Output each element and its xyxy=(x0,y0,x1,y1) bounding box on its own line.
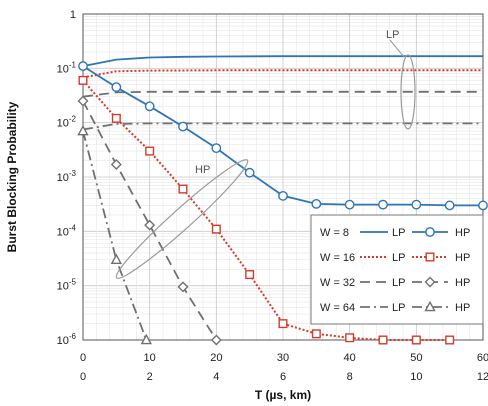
x-tick-label-lower: 8 xyxy=(347,371,353,383)
series-line-lp-w-32 xyxy=(82,90,483,98)
series-layer xyxy=(77,55,488,346)
legend-box xyxy=(310,214,484,325)
data-point-square xyxy=(378,335,388,345)
legend-window-label: W = 8 xyxy=(320,227,349,239)
data-point-circle xyxy=(278,190,288,201)
y-tick-label: 10-4 xyxy=(57,223,77,238)
data-point-square xyxy=(311,329,321,339)
data-point-square xyxy=(445,335,455,345)
hp-group-ellipse xyxy=(115,159,249,279)
data-point-triangle xyxy=(110,253,123,265)
lp-pointer-line xyxy=(389,39,405,58)
x-tick-label-lower: 0 xyxy=(80,371,86,383)
y-tick-label: 10-6 xyxy=(57,332,77,347)
x-tick-label-upper: 50 xyxy=(410,352,422,364)
y-axis-title: Burst Blocking Probability xyxy=(5,101,19,252)
data-point-square xyxy=(411,335,421,345)
data-point-circle xyxy=(444,200,455,211)
y-tick-label: 10-2 xyxy=(57,115,77,130)
data-point-square xyxy=(111,113,121,123)
x-tick-label-upper: 60 xyxy=(477,352,488,364)
x-tick-label-lower: 10 xyxy=(410,371,422,383)
data-point-square xyxy=(211,224,221,234)
y-tick-label: 1 xyxy=(70,9,76,21)
data-point-circle xyxy=(244,167,255,178)
data-point-circle xyxy=(411,199,422,210)
data-point-circle xyxy=(311,198,322,209)
legend-hp-label: HP xyxy=(455,302,470,314)
x-axis-ticks-lower: 0 2 4 6 8 10 12 xyxy=(80,371,488,383)
series-line-lp-w-64 xyxy=(82,122,483,131)
data-point-square xyxy=(245,270,255,280)
data-point-square xyxy=(145,146,155,156)
legend: W = 8 LP HP W = 16 LP HP W = 32 LP HP W = 64 LP HP xyxy=(310,214,484,325)
series-line-hp-w-64 xyxy=(82,130,148,341)
data-point-triangle xyxy=(77,124,89,136)
data-point-diamond xyxy=(210,334,222,346)
data-point-diamond xyxy=(110,158,122,170)
legend-window-label: W = 32 xyxy=(320,277,355,289)
lp-group-ellipse xyxy=(400,54,416,130)
data-point-circle xyxy=(478,200,488,211)
data-point-square xyxy=(278,319,288,329)
lp-annotation-label: LP xyxy=(386,29,399,41)
y-tick-label: 10-5 xyxy=(57,278,77,293)
legend-lp-label: LP xyxy=(392,277,405,289)
data-point-circle xyxy=(378,199,388,210)
series-line-hp-w-32 xyxy=(82,100,218,341)
legend-hp-label: HP xyxy=(455,252,470,264)
y-tick-label: 10-1 xyxy=(57,60,77,75)
legend-hp-label: HP xyxy=(455,277,470,289)
legend-hp-label: HP xyxy=(455,227,470,239)
x-tick-label-upper: 30 xyxy=(277,352,289,364)
data-point-circle xyxy=(211,143,222,154)
x-tick-label-upper: 0 xyxy=(80,352,86,364)
data-point-diamond xyxy=(424,276,436,288)
data-point-circle xyxy=(178,121,188,132)
x-tick-label-lower: 12 xyxy=(477,371,488,383)
y-tick-label: 10-3 xyxy=(57,169,77,184)
x-axis-title: T (µs, km) xyxy=(255,388,311,402)
x-tick-label-upper: 10 xyxy=(144,352,156,364)
data-point-triangle xyxy=(140,333,153,345)
x-tick-label-upper: 40 xyxy=(344,352,356,364)
legend-lp-label: LP xyxy=(392,302,405,314)
plot-area-frame xyxy=(82,13,484,341)
data-point-diamond xyxy=(77,95,89,107)
data-point-diamond xyxy=(177,281,189,293)
data-point-diamond xyxy=(144,219,156,231)
data-point-circle xyxy=(111,82,122,93)
x-axis-ticks-upper: 0 10 20 30 40 50 60 xyxy=(80,352,488,364)
data-point-square xyxy=(345,333,355,343)
x-tick-label-lower: 4 xyxy=(213,371,219,383)
y-axis-ticks: 1 10-1 10-2 10-3 10-4 10-5 10-6 xyxy=(57,9,77,347)
data-point-square xyxy=(178,184,188,194)
x-tick-label-lower: 2 xyxy=(147,371,153,383)
legend-lp-label: LP xyxy=(392,227,405,239)
legend-window-label: W = 64 xyxy=(320,302,355,314)
data-point-triangle xyxy=(424,300,436,312)
series-line-lp-w-8 xyxy=(82,55,483,67)
x-tick-label-upper: 20 xyxy=(210,352,222,364)
data-point-circle xyxy=(78,61,88,71)
series-line-hp-w-16 xyxy=(82,79,450,341)
legend-window-label: W = 16 xyxy=(320,252,355,264)
hp-annotation-label: HP xyxy=(195,164,210,176)
data-point-circle xyxy=(425,227,435,237)
data-point-circle xyxy=(344,199,355,210)
data-point-circle xyxy=(144,101,155,112)
x-tick-label-lower: 6 xyxy=(280,371,286,383)
data-point-square xyxy=(425,252,435,262)
data-point-square xyxy=(78,75,88,85)
legend-lp-label: LP xyxy=(392,252,405,264)
